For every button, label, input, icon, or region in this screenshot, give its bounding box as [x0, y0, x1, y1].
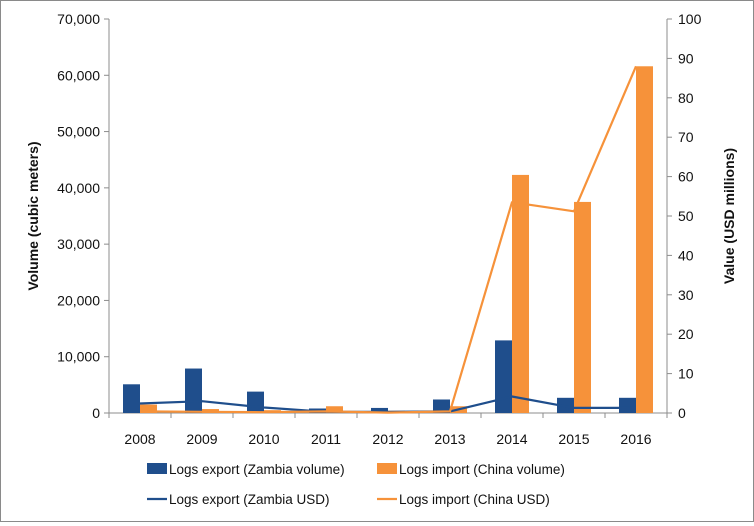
y2-tick-label: 60 — [678, 169, 694, 185]
y-tick-label: 40,000 — [57, 180, 100, 196]
y-tick-label: 50,000 — [57, 124, 100, 140]
x-tick-label: 2016 — [620, 431, 651, 447]
bar-zambia-volume — [185, 368, 202, 413]
y-tick-label: 30,000 — [57, 236, 100, 252]
y-tick-label: 70,000 — [57, 11, 100, 27]
legend-swatch — [147, 463, 167, 474]
x-tick-label: 2011 — [311, 431, 341, 447]
bar-china-volume — [636, 66, 653, 413]
x-tick-label: 2014 — [496, 431, 527, 447]
ticks: 0 10,000 20,000 30,000 40,000 50,000 60,000 70,… — [57, 11, 701, 447]
x-tick-label: 2008 — [124, 431, 155, 447]
legend-swatch — [377, 463, 397, 474]
legend-label: Logs import (China volume) — [399, 462, 565, 477]
bar-china-volume — [574, 201, 591, 413]
y2-tick-label: 20 — [678, 326, 694, 342]
y-tick-label: 10,000 — [57, 349, 100, 365]
y-tick-label: 0 — [92, 405, 100, 421]
bars — [123, 66, 653, 413]
x-tick-label: 2013 — [434, 431, 465, 447]
y-tick-label: 60,000 — [57, 67, 100, 83]
y2-tick-label: 90 — [678, 50, 694, 66]
y2-tick-label: 10 — [678, 366, 694, 382]
legend: Logs export (Zambia volume) Logs import (… — [147, 462, 565, 507]
y2-tick-label: 40 — [678, 247, 694, 263]
bar-china-volume — [326, 406, 343, 413]
bar-zambia-volume — [123, 384, 140, 413]
bar-zambia-volume — [433, 399, 450, 413]
y-tick-label: 20,000 — [57, 292, 100, 308]
bar-china-volume — [512, 174, 529, 413]
y-axis-title: Volume (cubic meters) — [25, 141, 41, 290]
y2-tick-label: 50 — [678, 208, 694, 224]
y2-tick-label: 100 — [678, 11, 702, 27]
legend-label: Logs export (Zambia volume) — [169, 462, 345, 477]
bar-zambia-volume — [619, 397, 636, 413]
bar-zambia-volume — [371, 407, 388, 413]
x-tick-label: 2015 — [558, 431, 589, 447]
bar-zambia-volume — [247, 391, 264, 413]
bar-china-volume — [140, 404, 157, 413]
y2-axis-title: Value (USD millions) — [721, 148, 737, 284]
bar-zambia-volume — [495, 340, 512, 413]
lines — [139, 65, 638, 414]
y2-tick-label: 30 — [678, 287, 694, 303]
line-china-usd — [139, 65, 638, 414]
y2-tick-label: 70 — [678, 129, 694, 145]
legend-label: Logs export (Zambia USD) — [169, 492, 330, 507]
legend-label: Logs import (China USD) — [399, 492, 550, 507]
x-tick-label: 2012 — [372, 431, 403, 447]
y2-tick-label: 0 — [678, 405, 686, 421]
x-tick-label: 2010 — [248, 431, 279, 447]
y2-tick-label: 80 — [678, 90, 694, 106]
x-tick-label: 2009 — [186, 431, 217, 447]
